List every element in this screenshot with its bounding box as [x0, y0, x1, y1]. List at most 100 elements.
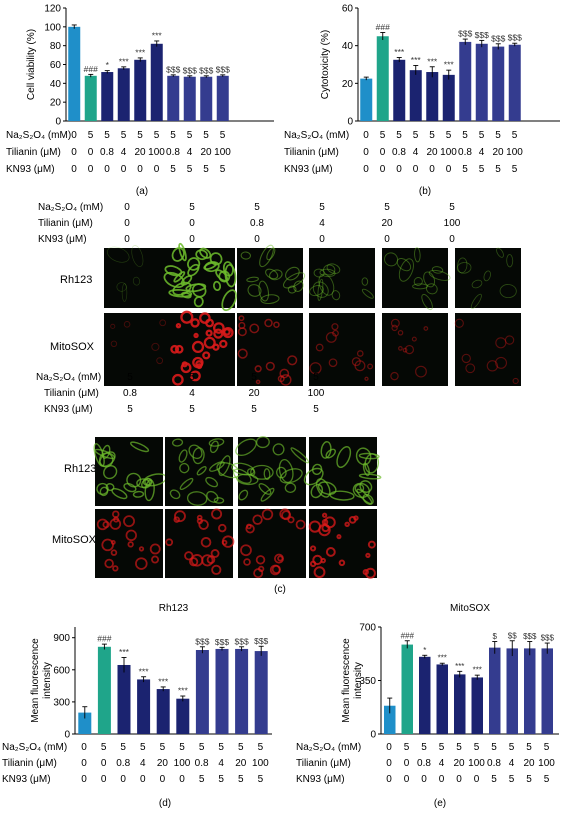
condition-value: 5 [384, 202, 390, 213]
condition-value: 20 [523, 758, 535, 769]
significance-label: $$$ [215, 637, 229, 647]
y-tick-label: 120 [44, 4, 61, 15]
cell-shape [265, 268, 279, 280]
significance-label: $$$ [254, 636, 268, 646]
cell-shape [105, 483, 115, 491]
cell-shape [258, 483, 272, 495]
condition-value: 5 [218, 774, 224, 785]
condition-value: 0 [386, 742, 392, 753]
cell-shape [470, 293, 482, 309]
condition-value: 4 [319, 218, 325, 229]
condition-value: 5 [251, 404, 257, 415]
cell-shape [423, 326, 429, 331]
cell-shape [126, 472, 142, 488]
panel-e-caption: (e) [434, 798, 446, 809]
cell-shape [135, 557, 148, 570]
cell-shape [96, 482, 109, 495]
condition-value: 5 [251, 372, 257, 383]
bar [183, 76, 196, 121]
cell-shape [163, 271, 185, 289]
condition-value: 5 [220, 164, 226, 175]
image-background [309, 313, 375, 386]
cell-shape [205, 318, 215, 328]
y-axis-label: Cytotoxicity (%) [320, 30, 331, 99]
significance-label: * [423, 646, 426, 655]
panel-a-kn-label: KN93 (μM) [6, 164, 55, 175]
mitosox-image [169, 310, 235, 386]
significance-label: *** [158, 676, 169, 686]
bar [442, 74, 455, 121]
bar [167, 75, 180, 121]
rh123-image [93, 437, 168, 506]
condition-value: 0 [81, 774, 87, 785]
cell-shape [260, 294, 280, 305]
condition-value: 5 [429, 130, 435, 141]
cell-shape [240, 251, 252, 260]
cell-shape [159, 319, 167, 327]
cell-shape [210, 549, 220, 558]
condition-value: 0 [404, 758, 410, 769]
condition-value: 0.8 [123, 388, 137, 399]
panel-d-caption: (d) [159, 798, 171, 809]
cell-shape [180, 310, 194, 324]
bar [84, 75, 97, 121]
condition-value: 5 [127, 404, 133, 415]
cell-shape [272, 443, 285, 456]
panel-c-lower-kn-label: KN93 (μM) [44, 404, 93, 415]
cell-shape [235, 438, 257, 456]
cell-shape [309, 285, 324, 297]
panel-b-kn-label: KN93 (μM) [284, 164, 333, 175]
panel-a-na-label: Na₂S₂O₄ (mM) [6, 130, 71, 141]
condition-value: 0 [101, 758, 107, 769]
significance-label: *** [411, 55, 422, 65]
mitosox-image [237, 313, 303, 386]
cell-shape [284, 482, 297, 494]
bar [419, 656, 431, 734]
cell-shape [456, 262, 472, 274]
cell-shape [313, 566, 326, 579]
cell-shape [181, 361, 188, 368]
cell-shape [287, 516, 295, 524]
condition-value: 5 [479, 130, 485, 141]
condition-value: 5 [526, 742, 532, 753]
cell-shape [332, 329, 339, 337]
image-background [165, 437, 233, 506]
condition-value: 0 [121, 164, 127, 175]
cell-shape [356, 488, 373, 505]
image-background [382, 248, 448, 308]
cell-shape [431, 266, 444, 274]
cell-shape [189, 557, 199, 567]
cell-shape [457, 257, 468, 274]
panel-d-til-label: Tilianin (μM) [2, 758, 57, 769]
cell-shape [211, 564, 222, 575]
cell-shape [325, 547, 336, 557]
cell-shape [397, 330, 404, 336]
panel-c-lower-til-label: Tilianin (μM) [44, 388, 99, 399]
bar [137, 679, 151, 734]
cell-shape [398, 258, 414, 282]
rh123-image [382, 247, 451, 311]
panel-b-caption: (b) [419, 186, 431, 197]
cell-shape [209, 440, 219, 454]
condition-value: 4 [413, 147, 419, 158]
condition-value: 0 [81, 742, 87, 753]
rh123-image [455, 247, 521, 309]
condition-value: 20 [248, 388, 260, 399]
condition-value: 20 [235, 758, 247, 769]
significance-label: *** [135, 47, 146, 57]
y-tick-label: 0 [347, 117, 353, 128]
y-tick-label: 700 [359, 623, 376, 634]
panel-a-caption: (a) [136, 186, 148, 197]
cell-shape [309, 545, 317, 552]
bar [471, 677, 483, 734]
cell-shape [259, 244, 274, 268]
cell-shape [354, 483, 365, 494]
cell-shape [205, 329, 213, 337]
image-background [104, 248, 170, 308]
cell-shape [414, 247, 421, 263]
cell-shape [174, 510, 186, 523]
condition-value: 0 [363, 130, 369, 141]
condition-value: 4 [121, 147, 127, 158]
